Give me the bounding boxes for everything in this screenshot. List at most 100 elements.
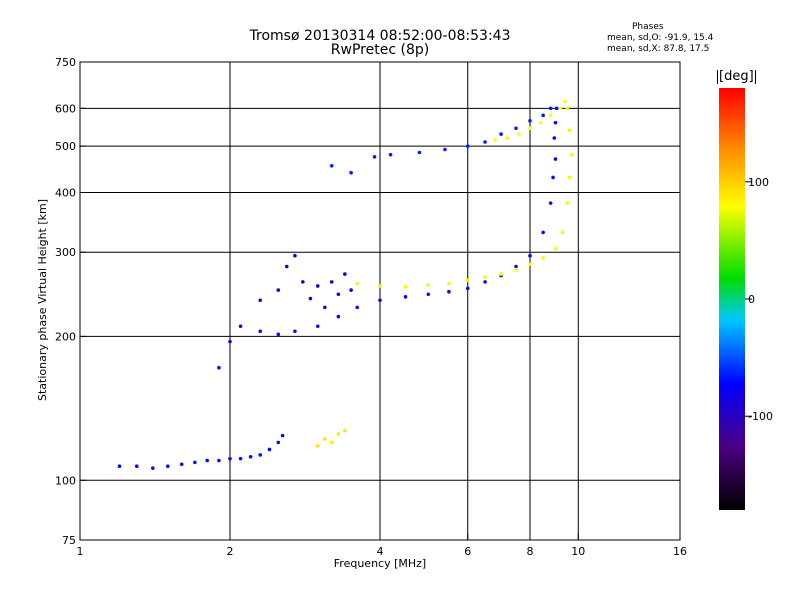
data-point [258, 329, 263, 334]
data-points [117, 99, 574, 470]
data-point [280, 433, 285, 438]
data-point [315, 324, 320, 329]
colorbar-tick-label: 100 [748, 176, 769, 189]
x-tick-label: 8 [527, 545, 534, 558]
data-point [378, 284, 382, 288]
data-point [343, 428, 347, 433]
data-point [238, 324, 243, 329]
data-point [553, 246, 558, 251]
data-point [465, 278, 470, 283]
data-point [179, 462, 184, 467]
stats-heading: Phases [632, 22, 664, 32]
data-point [248, 454, 253, 459]
data-point [528, 119, 532, 123]
data-point [355, 281, 359, 286]
data-point [493, 138, 497, 142]
data-point [276, 440, 281, 445]
data-point [554, 106, 559, 111]
chart-subtitle: RwPretec (8p) [330, 42, 430, 58]
data-point [276, 332, 281, 337]
data-point [165, 464, 170, 469]
data-point [336, 432, 341, 436]
data-point [565, 106, 569, 111]
data-point [538, 120, 543, 125]
data-point [426, 283, 431, 287]
y-tick-label: 400 [55, 186, 76, 199]
data-point [258, 298, 263, 303]
data-point [336, 314, 341, 319]
data-point [336, 292, 341, 297]
data-point [553, 120, 558, 125]
data-point [228, 456, 232, 461]
data-point [378, 298, 382, 303]
data-point [417, 150, 422, 155]
data-point [514, 264, 518, 269]
data-point [238, 456, 243, 461]
y-tick-label: 100 [55, 474, 76, 487]
data-point [514, 267, 518, 272]
data-point [548, 201, 553, 205]
stats-x-mode: mean, sd,X: 87.8, 17.5 [607, 44, 710, 54]
x-tick-label: 6 [464, 545, 471, 558]
y-tick-label: 200 [55, 330, 76, 343]
data-point [323, 305, 327, 310]
data-point [308, 296, 313, 301]
data-point [548, 106, 553, 111]
data-point [483, 140, 487, 144]
data-point [315, 444, 320, 448]
data-point [514, 126, 518, 131]
x-axis-label: Frequency [MHz] [334, 557, 426, 570]
data-point [315, 284, 320, 288]
stats-o-mode: mean, sd,O: -91.9, 15.4 [607, 33, 714, 43]
axis-ticks: 1 2 4 6 8 10 16 75 100 200 300 400 500 600 750 [55, 56, 687, 558]
data-point [465, 286, 470, 291]
data-point [217, 458, 221, 463]
data-point [447, 281, 451, 286]
data-point [117, 464, 122, 469]
data-point [293, 253, 297, 258]
data-point [552, 136, 557, 140]
x-tick-label: 4 [377, 545, 384, 558]
x-tick-label: 16 [673, 545, 687, 558]
data-point [528, 126, 532, 131]
colorbar-tick-label: 0 [748, 293, 755, 306]
data-point [558, 106, 563, 111]
data-point [258, 453, 263, 457]
colorbar-tick-label: -100 [748, 410, 773, 423]
grid-lines [80, 62, 680, 540]
data-point [499, 132, 503, 136]
x-tick-label: 1 [77, 545, 84, 558]
chart-title: Tromsø 20130314 08:52:00-08:53:43 [249, 28, 511, 44]
y-tick-label: 750 [55, 56, 76, 69]
data-point [301, 280, 305, 284]
data-point [483, 275, 487, 279]
data-point [447, 289, 451, 294]
data-point [560, 230, 565, 235]
data-point [551, 175, 555, 180]
x-tick-label: 10 [571, 545, 585, 558]
y-axis-label: Stationary phase Virtual Height [km] [36, 199, 49, 401]
data-point [517, 132, 521, 136]
data-point [403, 295, 408, 299]
data-point [349, 288, 353, 292]
data-point [217, 365, 221, 370]
colorbar [719, 88, 745, 510]
data-point [329, 280, 334, 284]
data-point [505, 136, 509, 140]
x-tick-label: 2 [227, 545, 234, 558]
data-point [329, 163, 334, 168]
y-tick-label: 75 [62, 534, 76, 547]
data-point [567, 175, 572, 180]
data-point [403, 284, 408, 289]
data-point [388, 152, 393, 157]
data-point [553, 157, 558, 161]
data-point [355, 305, 359, 310]
data-point [205, 458, 209, 463]
data-point [443, 147, 447, 152]
data-point [134, 464, 139, 469]
data-point [276, 288, 281, 292]
data-point [499, 272, 503, 276]
data-point [541, 113, 545, 118]
data-point [349, 170, 353, 175]
